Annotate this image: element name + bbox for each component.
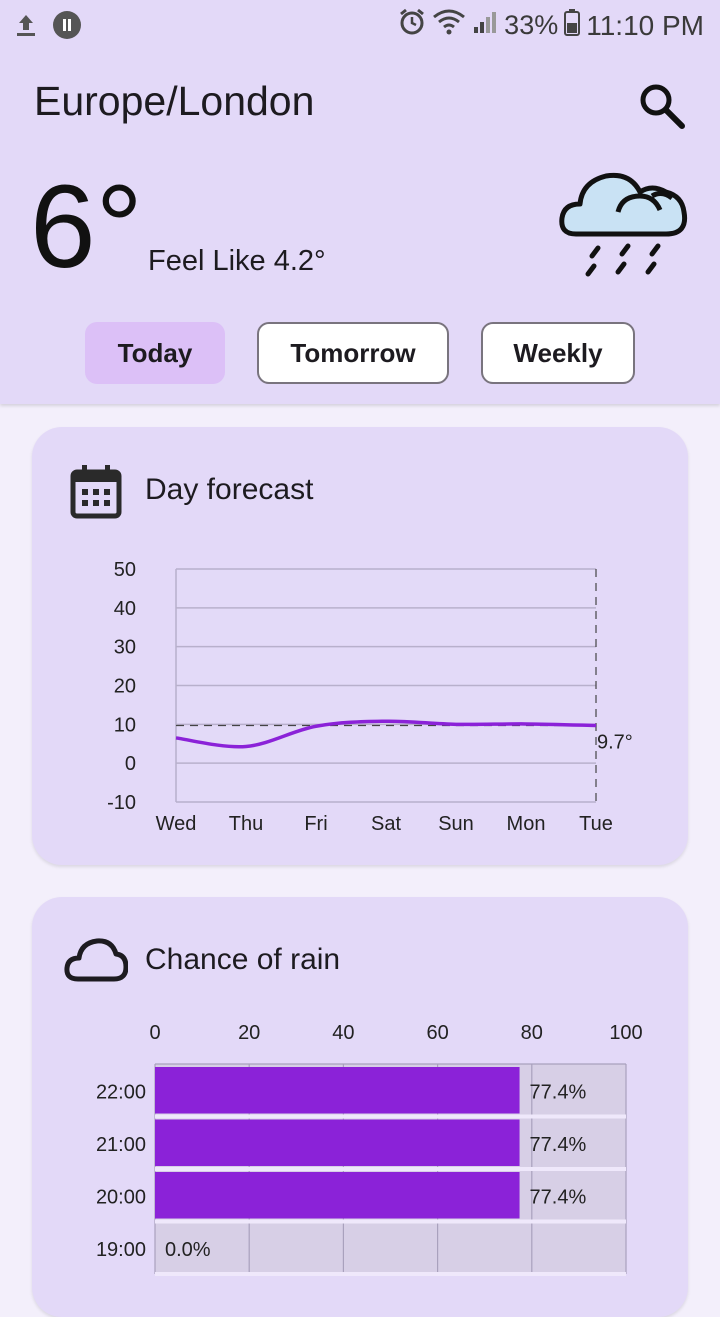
upload-icon: [14, 12, 38, 45]
category-label: 22:00: [96, 1081, 146, 1103]
battery-percent: 33%: [504, 10, 558, 41]
signal-icon: [472, 9, 498, 42]
x-tick-label: Sun: [438, 813, 474, 835]
x-tick-label: Tue: [579, 813, 613, 835]
status-bar: 33% 11:10 PM: [0, 0, 720, 50]
current-temperature: 6°: [30, 168, 143, 286]
x-tick-label: 0: [149, 1022, 160, 1044]
app-header: 33% 11:10 PM Europe/London 6° Feel Like …: [0, 0, 720, 404]
x-tick-label: Mon: [507, 813, 546, 835]
tab-weekly[interactable]: Weekly: [481, 322, 635, 384]
x-tick-label: 60: [426, 1022, 448, 1044]
y-tick-label: 30: [114, 637, 136, 659]
y-tick-label: 40: [114, 598, 136, 620]
search-icon[interactable]: [634, 80, 690, 132]
tab-today[interactable]: Today: [85, 322, 225, 384]
y-tick-label: 50: [114, 559, 136, 581]
rain-bar: [155, 1120, 520, 1167]
city-title: Europe/London: [34, 78, 314, 125]
feels-like: Feel Like 4.2°: [148, 245, 326, 278]
wifi-icon: [432, 8, 466, 43]
clock: 11:10 PM: [586, 10, 704, 42]
category-label: 19:00: [96, 1239, 146, 1261]
x-tick-label: 20: [238, 1022, 260, 1044]
x-tick-label: Wed: [156, 813, 197, 835]
day-forecast-chart: 50 40 30 20 10 0 -10 Wed Thu Fri Sat Sun Mon Tue 9.7°: [32, 427, 688, 865]
cloud-rain-icon: [556, 166, 692, 282]
rain-bar: [155, 1067, 520, 1114]
bar-value-label: 77.4%: [530, 1186, 587, 1208]
y-tick-label: -10: [107, 792, 136, 814]
x-tick-label: 40: [332, 1022, 354, 1044]
end-value-label: 9.7°: [597, 731, 633, 753]
battery-icon: [564, 8, 580, 43]
category-label: 20:00: [96, 1186, 146, 1208]
y-tick-label: 20: [114, 676, 136, 698]
bar-value-label: 77.4%: [530, 1081, 587, 1103]
x-tick-label: Fri: [304, 813, 327, 835]
y-tick-label: 10: [114, 714, 136, 736]
category-label: 21:00: [96, 1134, 146, 1156]
bar-value-label: 77.4%: [530, 1134, 587, 1156]
period-tabs: Today Tomorrow Weekly: [0, 322, 720, 388]
app-notification-icon: [52, 10, 82, 47]
alarm-icon: [398, 8, 426, 43]
x-tick-label: 100: [609, 1022, 642, 1044]
bar-value-label: 0.0%: [165, 1239, 211, 1261]
y-tick-label: 0: [125, 753, 136, 775]
x-tick-label: 80: [521, 1022, 543, 1044]
tab-tomorrow[interactable]: Tomorrow: [257, 322, 449, 384]
x-tick-label: Sat: [371, 813, 401, 835]
rain-bar: [155, 1172, 520, 1219]
x-tick-label: Thu: [229, 813, 263, 835]
chance-of-rain-chart: 0 20 40 60 80 100 22:00 77.4% 21:00 77.4% 20:00 77.…: [32, 897, 688, 1317]
